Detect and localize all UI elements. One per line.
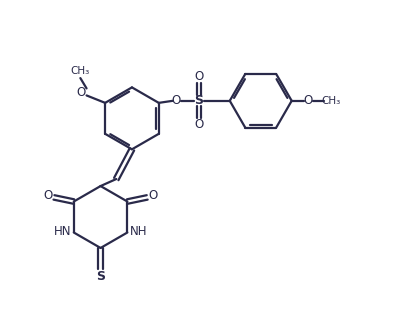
Text: O: O [171, 94, 181, 107]
Text: NH: NH [130, 225, 148, 238]
Text: O: O [194, 118, 204, 131]
Text: CH₃: CH₃ [321, 96, 341, 106]
Text: S: S [96, 270, 105, 283]
Text: O: O [43, 189, 52, 202]
Text: S: S [194, 94, 203, 107]
Text: HN: HN [53, 225, 71, 238]
Text: O: O [76, 86, 86, 100]
Text: O: O [303, 94, 312, 107]
Text: O: O [149, 189, 158, 202]
Text: CH₃: CH₃ [71, 66, 90, 76]
Text: O: O [194, 70, 204, 83]
